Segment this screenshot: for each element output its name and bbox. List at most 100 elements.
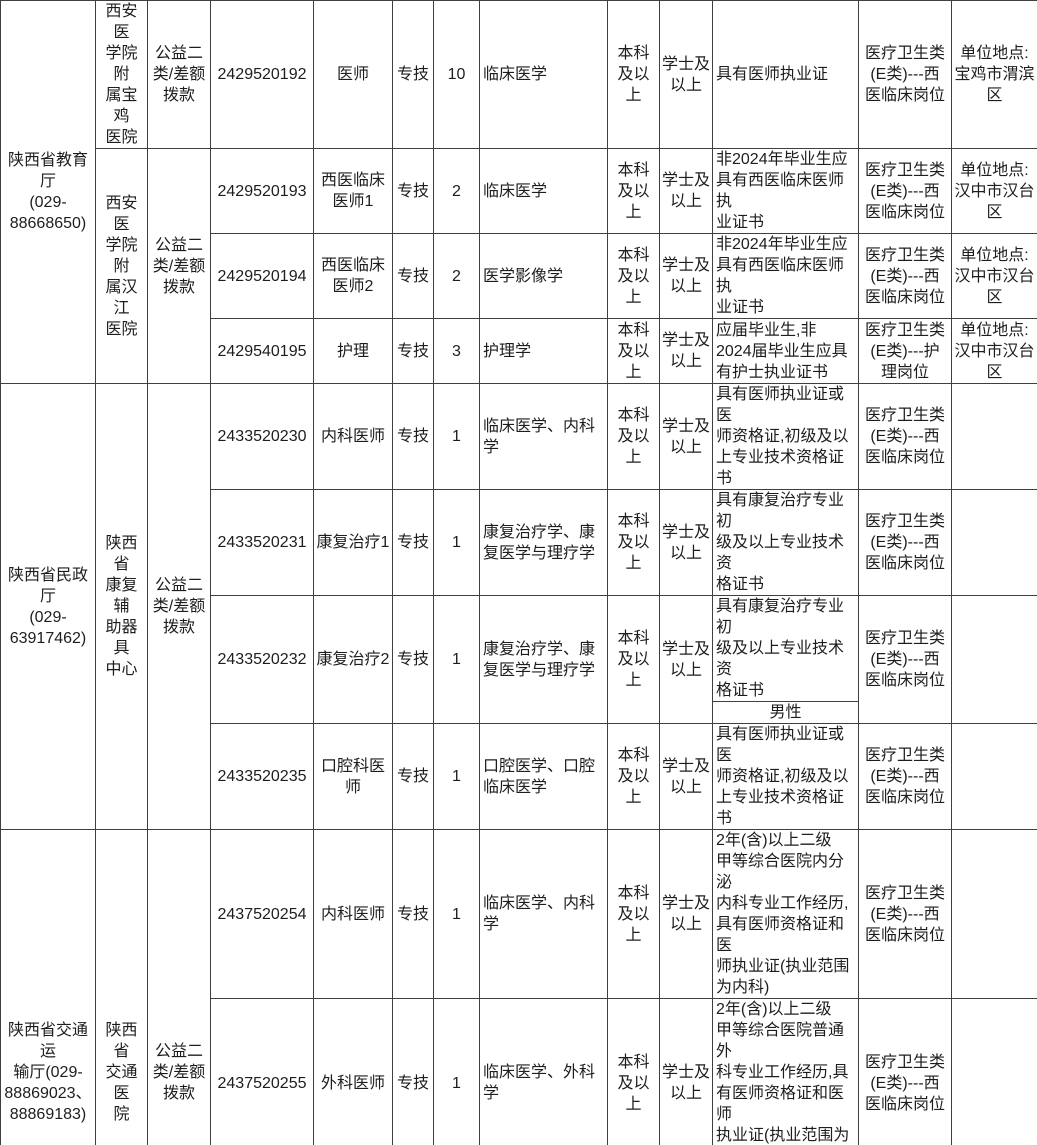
job-code-cell: 2433520231 (210, 489, 314, 596)
remark-cell (951, 489, 1037, 596)
category-cell: 医疗卫生类 (E类)---护 理岗位 (858, 318, 952, 384)
remark-cell (951, 595, 1037, 724)
job-title-cell: 西医临床医师2 (313, 233, 393, 319)
major-cell: 临床医学、外科学 (479, 998, 608, 1145)
major-cell: 临床医学、内科学 (479, 383, 608, 490)
job-title-cell: 内科医师 (313, 383, 393, 490)
education-cell: 本科及以上 (607, 148, 660, 234)
job-type-cell: 专技 (392, 595, 434, 724)
remark-cell (951, 723, 1037, 830)
headcount-cell: 1 (433, 595, 480, 724)
remark-cell: 单位地点: 汉中市汉台 区 (951, 148, 1037, 234)
job-title-cell: 西医临床医师1 (313, 148, 393, 234)
degree-cell: 学士及以上 (659, 0, 713, 149)
education-cell: 本科及以上 (607, 723, 660, 830)
major-cell: 口腔医学、口腔临床医学 (479, 723, 608, 830)
remark-cell: 单位地点: 汉中市汉台 区 (951, 318, 1037, 384)
job-code-cell: 2433520232 (210, 595, 314, 724)
job-type-cell: 专技 (392, 383, 434, 490)
funding-cell: 公益二 类/差额 拨款 (147, 383, 211, 830)
job-type-cell: 专技 (392, 148, 434, 234)
headcount-cell: 1 (433, 383, 480, 490)
job-title-cell: 康复治疗1 (313, 489, 393, 596)
degree-cell: 学士及以上 (659, 595, 713, 724)
job-code-cell: 2437520254 (210, 829, 314, 999)
table-row: 2433520231 康复治疗1 专技 1 康复治疗学、康复医学与理疗学 本科及… (1, 489, 1037, 596)
conditions-cell: 2年(含)以上二级 甲等综合医院普通外 科专业工作经历,具 有医师资格证和医师 … (712, 998, 859, 1145)
degree-cell: 学士及以上 (659, 489, 713, 596)
conditions-cell: 具有医师执业证或医 师资格证,初级及以 上专业技术资格证书 (712, 723, 859, 830)
table-row: 2433520232 康复治疗2 专技 1 康复治疗学、康复医学与理疗学 本科及… (1, 595, 1037, 724)
category-cell: 医疗卫生类 (E类)---西 医临床岗位 (858, 595, 952, 724)
job-type-cell: 专技 (392, 829, 434, 999)
category-cell: 医疗卫生类 (E类)---西 医临床岗位 (858, 829, 952, 999)
remark-cell (951, 383, 1037, 490)
job-type-cell: 专技 (392, 0, 434, 149)
major-cell: 临床医学 (479, 148, 608, 234)
education-cell: 本科及以上 (607, 318, 660, 384)
remark-cell: 单位地点: 宝鸡市渭滨 区 (951, 0, 1037, 149)
table-row: 陕西省教育厅 (029- 88668650) 西安医 学院附 属宝鸡 医院 公益… (0, 0, 1037, 384)
degree-cell: 学士及以上 (659, 148, 713, 234)
table-row: 西安医 学院附 属汉江 医院 公益二 类/差额 拨款 2429520193 西医… (1, 148, 1037, 384)
job-code-cell: 2429520193 (210, 148, 314, 234)
job-title-cell: 外科医师 (313, 998, 393, 1145)
dept-cell: 陕西省交通运 输厅(029- 88869023、 88869183) (0, 829, 96, 1145)
funding-cell: 公益二 类/差额 拨款 (147, 148, 211, 384)
job-title-cell: 护理 (313, 318, 393, 384)
job-code-cell: 2429520192 (210, 0, 314, 149)
job-type-cell: 专技 (392, 998, 434, 1145)
job-type-cell: 专技 (392, 233, 434, 319)
job-code-cell: 2437520255 (210, 998, 314, 1145)
major-cell: 护理学 (479, 318, 608, 384)
category-cell: 医疗卫生类 (E类)---西 医临床岗位 (858, 489, 952, 596)
job-title-cell: 医师 (313, 0, 393, 149)
conditions-cell: 具有康复治疗专业初 级及以上专业技术资 格证书 (712, 595, 859, 702)
table-row: 2429540195 护理 专技 3 护理学 本科及以上 学士及以上 应届毕业生… (1, 318, 1037, 384)
headcount-cell: 1 (433, 998, 480, 1145)
funding-cell: 公益二 类/差额 拨款 (147, 829, 211, 1145)
headcount-cell: 2 (433, 233, 480, 319)
category-cell: 医疗卫生类 (E类)---西 医临床岗位 (858, 233, 952, 319)
table-row: 2437520255 外科医师 专技 1 临床医学、外科学 本科及以上 学士及以… (1, 998, 1037, 1145)
conditions-cell: 具有医师执业证 (712, 0, 859, 149)
conditions-cell: 具有康复治疗专业初 级及以上专业技术资 格证书 (712, 489, 859, 596)
category-cell: 医疗卫生类 (E类)---西 医临床岗位 (858, 148, 952, 234)
hospital-cell: 西安医 学院附 属汉江 医院 (95, 148, 148, 384)
education-cell: 本科及以上 (607, 0, 660, 149)
degree-cell: 学士及以上 (659, 233, 713, 319)
hospital-cell: 西安医 学院附 属宝鸡 医院 (95, 0, 148, 149)
job-code-cell: 2433520235 (210, 723, 314, 830)
degree-cell: 学士及以上 (659, 318, 713, 384)
conditions-cell: 非2024年毕业生应 具有西医临床医师执 业证书 (712, 148, 859, 234)
job-title-cell: 口腔科医师 (313, 723, 393, 830)
job-type-cell: 专技 (392, 723, 434, 830)
degree-cell: 学士及以上 (659, 998, 713, 1145)
major-cell: 医学影像学 (479, 233, 608, 319)
funding-cell: 公益二 类/差额 拨款 (147, 0, 211, 149)
job-title-cell: 康复治疗2 (313, 595, 393, 724)
job-code-cell: 2433520230 (210, 383, 314, 490)
table-row: 2433520235 口腔科医师 专技 1 口腔医学、口腔临床医学 本科及以上 … (1, 723, 1037, 830)
table-row: 男性 (1, 701, 1037, 724)
job-type-cell: 专技 (392, 318, 434, 384)
hospital-cell: 陕西省 交通医 院 (95, 829, 148, 1145)
education-cell: 本科及以上 (607, 489, 660, 596)
major-cell: 康复治疗学、康复医学与理疗学 (479, 595, 608, 724)
degree-cell: 学士及以上 (659, 723, 713, 830)
headcount-cell: 3 (433, 318, 480, 384)
category-cell: 医疗卫生类 (E类)---西 医临床岗位 (858, 723, 952, 830)
major-cell: 临床医学 (479, 0, 608, 149)
education-cell: 本科及以上 (607, 595, 660, 724)
job-code-cell: 2429520194 (210, 233, 314, 319)
education-cell: 本科及以上 (607, 233, 660, 319)
headcount-cell: 10 (433, 0, 480, 149)
major-cell: 临床医学、内科学 (479, 829, 608, 999)
headcount-cell: 1 (433, 723, 480, 830)
table-row: 2429520194 西医临床医师2 专技 2 医学影像学 本科及以上 学士及以… (1, 233, 1037, 319)
dept-cell: 陕西省教育厅 (029- 88668650) (0, 0, 96, 384)
dept-cell: 陕西省民政厅 (029- 63917462) (0, 383, 96, 830)
conditions-gender-cell: 男性 (712, 701, 859, 724)
job-type-cell: 专技 (392, 489, 434, 596)
